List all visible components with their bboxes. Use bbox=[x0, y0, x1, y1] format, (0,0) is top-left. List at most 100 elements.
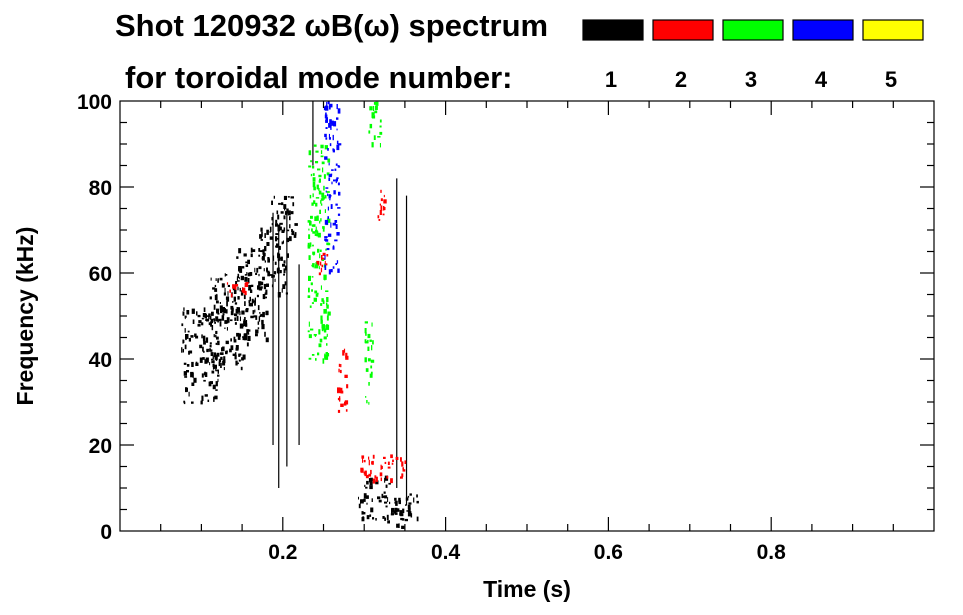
spectrum-speck bbox=[210, 352, 214, 356]
spectrum-speck bbox=[264, 292, 267, 295]
spectrum-speck bbox=[264, 233, 266, 238]
spectrum-speck bbox=[289, 236, 292, 242]
spectrum-speck bbox=[184, 315, 187, 318]
legend-swatch-mode-5 bbox=[862, 19, 924, 41]
spectrum-speck bbox=[326, 353, 330, 357]
spectrum-speck bbox=[181, 323, 184, 327]
spectrum-speck bbox=[326, 191, 330, 193]
spectrum-speck bbox=[309, 242, 312, 247]
spectrum-speck bbox=[258, 254, 261, 257]
spectrum-speck bbox=[307, 295, 311, 298]
spectrum-speck bbox=[247, 329, 251, 332]
spectrum-speck bbox=[309, 305, 312, 308]
mode-3-region bbox=[368, 101, 383, 148]
spectrum-speck bbox=[378, 219, 381, 221]
spectrum-speck bbox=[190, 371, 194, 378]
spectrum-speck bbox=[308, 321, 310, 327]
spectrum-speck bbox=[319, 178, 321, 183]
spectrum-speck bbox=[370, 371, 373, 375]
spectrum-speck bbox=[344, 400, 349, 405]
spectrum-speck bbox=[262, 311, 265, 318]
spectrum-speck bbox=[367, 346, 370, 351]
spectrum-speck bbox=[373, 102, 376, 105]
spectrum-speck bbox=[320, 203, 323, 206]
spectrum-speck bbox=[281, 288, 283, 293]
spectrum-speck bbox=[186, 370, 189, 373]
spectrum-speck bbox=[384, 517, 386, 521]
spectrum-speck bbox=[236, 307, 239, 313]
spectrum-speck bbox=[365, 341, 369, 344]
spectrum-speck bbox=[240, 275, 244, 281]
spectrum-speck bbox=[279, 226, 282, 231]
spectrum-speck bbox=[225, 296, 227, 300]
spectrum-speck bbox=[371, 322, 373, 327]
spectrum-speck bbox=[325, 290, 329, 292]
spectrum-speck bbox=[217, 374, 220, 377]
spectrum-speck bbox=[384, 501, 388, 504]
spectrum-speck bbox=[212, 384, 216, 390]
spectrum-speck bbox=[375, 101, 379, 106]
spectrum-speck bbox=[234, 352, 237, 357]
spectrum-speck bbox=[239, 316, 241, 322]
spectrum-speck bbox=[369, 514, 372, 517]
spectrum-speck bbox=[278, 245, 281, 250]
spectrum-speck bbox=[326, 333, 328, 337]
spectrum-speck bbox=[386, 514, 389, 520]
spectrum-speck bbox=[209, 362, 211, 366]
spectrum-speck bbox=[239, 311, 241, 316]
spectrum-speck bbox=[365, 474, 369, 479]
spectrum-speck bbox=[216, 308, 220, 314]
spectrum-speck bbox=[280, 211, 284, 214]
spectrum-speck bbox=[261, 250, 263, 253]
spectrum-speck bbox=[408, 502, 412, 505]
spectrum-speck bbox=[202, 346, 204, 352]
spectrum-speck bbox=[230, 293, 233, 298]
spectrum-speck bbox=[371, 112, 375, 116]
spectrum-speck bbox=[326, 343, 328, 346]
spectrum-speck bbox=[236, 276, 238, 280]
spectrum-speck bbox=[319, 209, 321, 214]
spectrum-speck bbox=[329, 198, 331, 201]
spectrum-speck bbox=[243, 253, 247, 257]
spectrum-speck bbox=[377, 136, 381, 138]
spectrum-speck bbox=[224, 273, 226, 277]
spectrum-speck bbox=[368, 382, 370, 386]
spectrum-speck bbox=[224, 287, 226, 293]
spectrum-speck bbox=[363, 459, 366, 463]
spectrum-speck bbox=[275, 223, 278, 227]
mode-2-region bbox=[337, 348, 349, 413]
spectrum-speck bbox=[308, 228, 310, 231]
spectrum-speck bbox=[226, 282, 229, 285]
spectrum-speck bbox=[380, 198, 383, 202]
spectrum-speck bbox=[308, 165, 312, 168]
spectrum-speck bbox=[310, 160, 312, 163]
spectrum-speck bbox=[338, 368, 340, 373]
spectrum-speck bbox=[219, 302, 221, 304]
spectrum-speck bbox=[315, 358, 317, 361]
spectrum-speck bbox=[369, 485, 373, 490]
y-tick-label: 20 bbox=[89, 435, 112, 458]
spectrum-speck bbox=[234, 302, 238, 305]
spectrum-speck bbox=[319, 338, 323, 343]
spectrum-speck bbox=[361, 455, 365, 459]
y-tick-label: 40 bbox=[89, 349, 112, 372]
spectrum-speck bbox=[289, 224, 291, 229]
spectrum-speck bbox=[238, 353, 242, 356]
spectrum-speck bbox=[398, 500, 401, 505]
spectrum-speck bbox=[246, 330, 248, 336]
spectrum-speck bbox=[256, 294, 259, 298]
spectrum-speck bbox=[369, 481, 373, 486]
spectrum-speck bbox=[394, 497, 397, 501]
spectrum-speck bbox=[401, 518, 405, 521]
spectrum-speck bbox=[255, 333, 258, 337]
spectrum-speck bbox=[182, 339, 185, 343]
spectrum-speck bbox=[252, 310, 255, 315]
spectrum-speck bbox=[371, 345, 373, 351]
spectrum-speck bbox=[286, 229, 290, 232]
spectrum-speck bbox=[218, 361, 220, 367]
spectrum-speck bbox=[345, 355, 349, 360]
spectrum-speck bbox=[236, 332, 240, 337]
spectrum-speck bbox=[211, 325, 214, 331]
spectrum-speck bbox=[312, 165, 315, 169]
spectrum-speck bbox=[404, 460, 407, 464]
